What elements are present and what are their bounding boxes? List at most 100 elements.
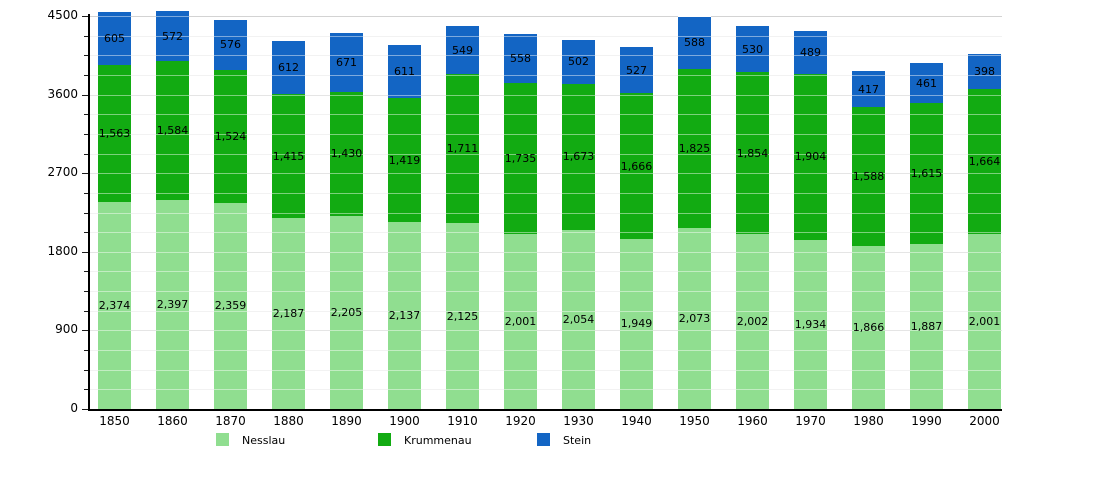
bar-segment-krummenau-1980	[852, 106, 885, 247]
gridline-overlay	[90, 369, 1002, 371]
bar-label-nesslau-1860: 2,397	[156, 297, 189, 311]
y-major-tick	[82, 173, 88, 175]
gridline-overlay	[90, 173, 1002, 175]
bar-group-1870	[214, 16, 247, 409]
bar-label-krummenau-2000: 1,664	[968, 155, 1001, 169]
bar-label-stein-1960: 530	[742, 42, 763, 56]
bar-label-nesslau-1890: 2,205	[330, 306, 363, 320]
y-minor-tick	[84, 389, 88, 391]
bar-label-krummenau-1930: 1,673	[562, 150, 595, 164]
bar-label-stein-1850: 605	[104, 32, 125, 46]
bar-label-krummenau-1960: 1,854	[736, 146, 769, 160]
legend-swatch-krummenau	[378, 433, 391, 446]
minor-gridline	[90, 232, 1002, 234]
bar-label-nesslau-2000: 2,001	[968, 315, 1001, 329]
gridline-overlay	[90, 153, 1002, 155]
bar-segment-stein-2000	[968, 53, 1001, 89]
x-axis-line	[88, 409, 1002, 411]
plot-area: 2,374 1,563 605 2,397 1,584 572 2,359 1,524 576 2…	[90, 10, 1002, 409]
bar-label-krummenau-1850: 1,563	[98, 126, 131, 140]
minor-gridline	[90, 55, 1002, 57]
bar-group-1860	[156, 10, 189, 409]
bar-label-krummenau-1940: 1,666	[620, 159, 653, 173]
y-minor-tick	[84, 232, 88, 234]
bar-label-nesslau-1880: 2,187	[272, 307, 305, 320]
bar-segment-stein-1850	[98, 11, 131, 66]
bar-segment-nesslau-1890	[330, 216, 363, 409]
bar-label-nesslau-1850: 2,374	[98, 298, 131, 312]
bar-group-1980	[852, 16, 885, 409]
minor-gridline	[90, 369, 1002, 371]
bar-group-1920	[504, 16, 537, 409]
bar-label-stein-1890: 671	[336, 55, 357, 69]
bar-label-krummenau-1890: 1,430	[330, 147, 363, 161]
gridline-overlay	[90, 133, 1002, 135]
bar-segment-stein-1970	[794, 30, 827, 74]
y-minor-tick	[84, 271, 88, 273]
bar-segment-stein-1880	[272, 40, 305, 95]
x-tick-label-1930: 1930	[563, 414, 594, 428]
legend-label-nesslau: Nesslau	[242, 434, 286, 447]
gridline-overlay	[90, 192, 1002, 194]
bar-label-krummenau-1870: 1,524	[214, 129, 247, 143]
bar-label-stein-1980: 417	[858, 82, 879, 96]
legend-label-krummenau: Krummenau	[404, 434, 472, 447]
gridline-overlay	[90, 310, 1002, 312]
y-minor-tick	[84, 153, 88, 155]
bar-segment-stein-1860	[156, 10, 189, 62]
gridline-overlay	[90, 291, 1002, 293]
bar-label-nesslau-1910: 2,125	[446, 309, 479, 323]
x-tick-label-1870: 1870	[215, 414, 246, 428]
bar-label-krummenau-1970: 1,904	[794, 150, 827, 164]
bar-label-stein-1920: 558	[510, 51, 531, 65]
bar-segment-stein-1890	[330, 31, 363, 92]
bar-label-krummenau-1950: 1,825	[678, 141, 711, 155]
y-minor-tick	[84, 291, 88, 293]
minor-gridline	[90, 35, 1002, 37]
bar-label-krummenau-1980: 1,588	[852, 170, 885, 184]
gridline-overlay	[90, 232, 1002, 234]
x-tick-label-1960: 1960	[737, 414, 768, 428]
bar-segment-krummenau-1920	[504, 81, 537, 235]
gridline-overlay	[90, 350, 1002, 352]
bar-label-stein-1930: 502	[568, 55, 589, 69]
bar-segment-nesslau-1850	[98, 201, 131, 409]
bar-label-stein-1900: 611	[394, 65, 415, 79]
x-tick-label-1860: 1860	[157, 414, 188, 428]
gridline-overlay	[90, 212, 1002, 214]
x-tick-label-1920: 1920	[505, 414, 536, 428]
bar-group-1850	[98, 11, 131, 409]
bar-label-stein-1870: 576	[220, 38, 241, 52]
minor-gridline	[90, 291, 1002, 293]
bar-segment-krummenau-1910	[446, 73, 479, 224]
bar-segment-nesslau-1960	[736, 234, 769, 409]
bar-label-nesslau-1930: 2,054	[562, 312, 595, 326]
y-minor-tick	[84, 74, 88, 76]
bar-label-nesslau-1970: 1,934	[794, 318, 827, 332]
bar-group-1910	[446, 16, 479, 409]
bar-label-nesslau-1990: 1,887	[910, 320, 943, 334]
gridline-overlay	[90, 55, 1002, 57]
value-labels-layer: 2,374 1,563 605 2,397 1,584 572 2,359 1,524 576 2…	[90, 16, 1002, 409]
bar-segment-stein-1950	[678, 16, 711, 69]
x-tick-label-1940: 1940	[621, 414, 652, 428]
gridline-overlay	[90, 251, 1002, 253]
gridlines-under-layer	[90, 16, 1002, 409]
bar-segment-krummenau-1960	[736, 71, 769, 235]
bar-label-krummenau-1900: 1,419	[388, 153, 421, 167]
x-tick-label-1890: 1890	[331, 414, 362, 428]
bar-segment-nesslau-1980	[852, 246, 885, 409]
y-major-tick	[82, 94, 88, 96]
bar-label-krummenau-1990: 1,615	[910, 167, 943, 181]
minor-gridline	[90, 192, 1002, 194]
bar-segment-krummenau-1900	[388, 97, 421, 223]
bar-label-stein-1910: 549	[452, 43, 473, 57]
bar-segment-stein-1960	[736, 24, 769, 73]
y-major-tick	[82, 16, 88, 17]
minor-gridline	[90, 389, 1002, 391]
bar-label-krummenau-1880: 1,415	[272, 149, 305, 163]
y-tick-label-1800: 1800	[47, 243, 78, 258]
major-gridline	[90, 94, 1002, 96]
bar-label-stein-1880: 612	[278, 61, 299, 75]
